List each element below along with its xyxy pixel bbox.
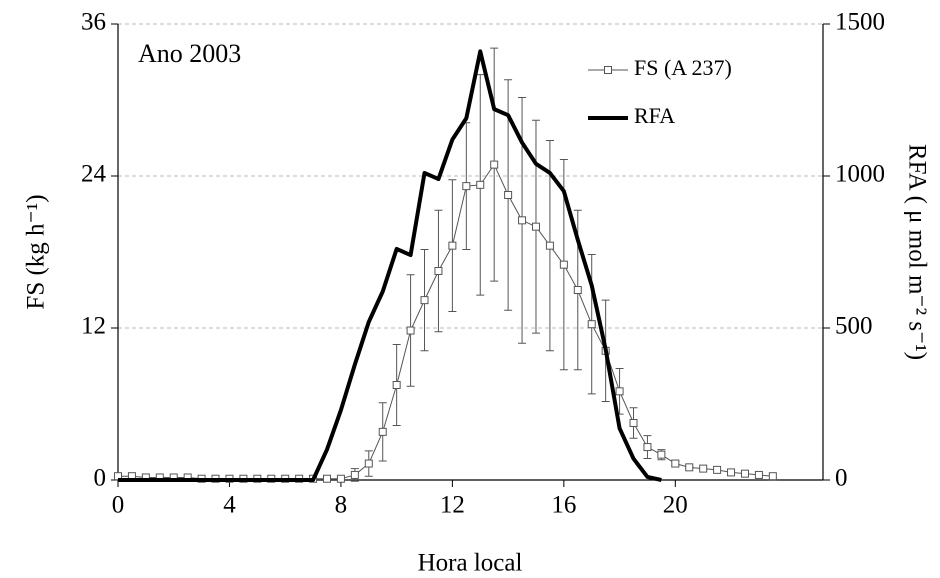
marker [657,450,666,459]
y2-tick-label: 0 [835,465,848,492]
marker [350,470,359,479]
x-tick-label: 16 [551,492,576,519]
annotation: Ano 2003 [138,39,241,68]
marker [504,191,513,199]
marker [518,216,527,225]
marker [420,296,429,305]
x-tick-label: 12 [440,492,465,519]
x-tick-label: 8 [335,492,348,519]
marker [545,241,554,250]
marker [476,180,485,189]
marker [671,459,680,468]
marker [462,182,471,191]
x-axis-label: Hora local [418,550,523,577]
series-line [118,49,662,482]
x-tick-label: 4 [223,492,236,519]
legend-marker [604,66,612,74]
marker [336,474,345,483]
y2-tick-label: 500 [835,313,873,340]
marker [699,464,708,473]
marker [448,241,457,250]
x-tick-label: 0 [112,492,125,519]
marker [364,459,373,468]
marker [643,443,652,452]
y-tick-label: 36 [81,9,106,36]
marker [713,465,722,474]
marker [727,468,736,477]
marker [615,387,624,396]
y2-tick-label: 1000 [835,161,885,188]
legend-label: RFA [634,103,675,128]
y-axis-label: FS (kg h⁻¹) [23,194,50,309]
marker [406,326,415,335]
marker [573,286,582,294]
y-tick-label: 0 [94,465,107,492]
marker [587,320,596,329]
y-tick-label: 12 [81,313,106,340]
marker [629,419,638,427]
marker [434,267,443,275]
marker [392,381,401,389]
series-line [118,164,773,480]
marker [685,463,694,472]
x-tick-label: 20 [663,492,688,519]
marker [768,472,777,481]
marker [490,160,499,169]
marker [754,470,763,479]
marker [559,260,568,269]
y2-tick-label: 1500 [835,9,885,36]
y-tick-label: 24 [81,161,107,188]
legend-label: FS (A 237) [634,55,732,80]
marker [531,222,540,231]
marker [378,427,387,436]
marker [740,469,749,478]
marker [322,474,331,483]
y2-axis-label: RFA ( μ mol m⁻² s⁻¹) [903,144,930,360]
